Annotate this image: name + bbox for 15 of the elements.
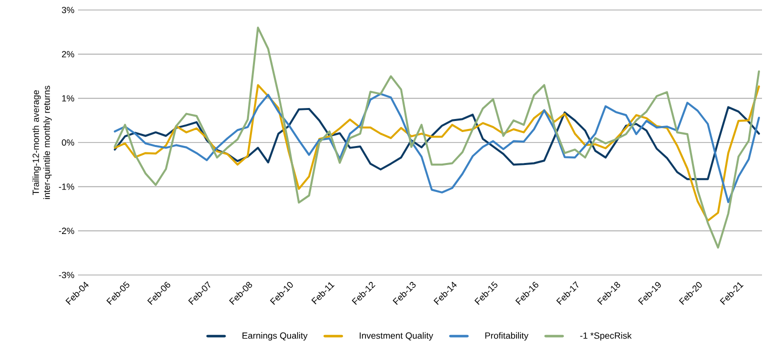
line-series	[114, 84, 760, 222]
y-tick-label: 0%	[62, 139, 74, 146]
legend-label: Profitability	[485, 332, 528, 341]
y-tick-label: 3%	[62, 6, 74, 14]
y-axis-title: Trailing-12-month average inter-quintile monthly returns	[32, 86, 52, 199]
legend-label: -1 *SpecRisk	[580, 332, 632, 341]
y-tick-label: 2%	[62, 51, 74, 58]
y-tick-label: -3%	[58, 272, 74, 278]
y-tick-label: -2%	[58, 228, 74, 234]
legend-label: Investment Quality	[360, 332, 434, 341]
line-series	[114, 26, 760, 249]
y-tick-label: -1%	[58, 184, 74, 190]
line-series	[114, 92, 760, 204]
legend-label: Earnings Quality	[242, 332, 308, 341]
y-tick-label: 1%	[62, 95, 74, 102]
